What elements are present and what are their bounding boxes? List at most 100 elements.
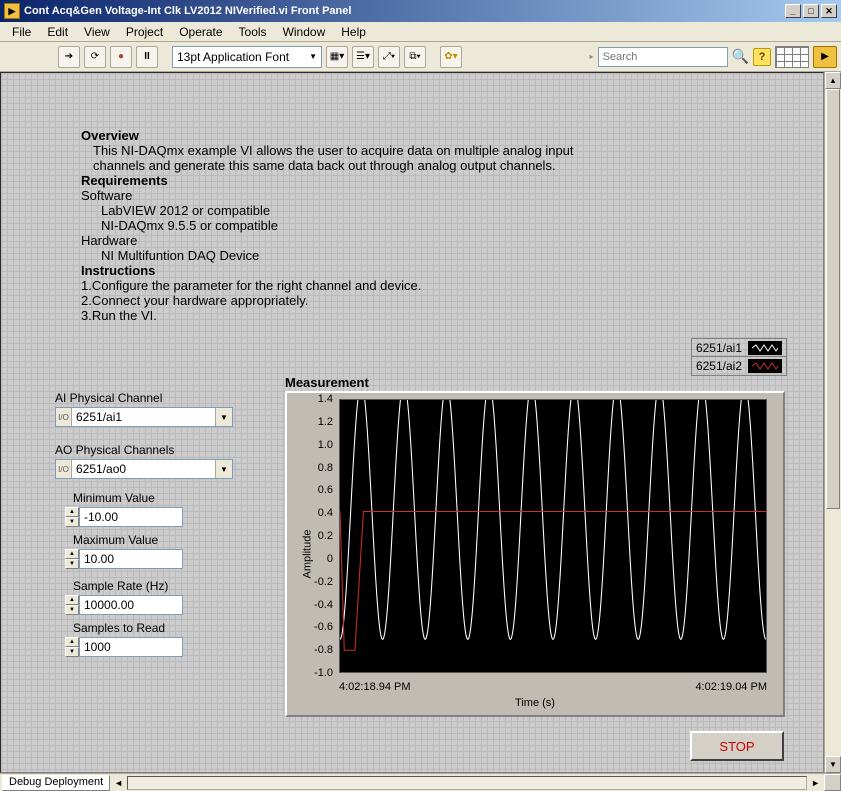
- distribute-button[interactable]: ☰▾: [352, 46, 374, 68]
- io-icon: I/O: [56, 460, 72, 478]
- instruction-3: 3.Run the VI.: [81, 308, 601, 323]
- overview-block: Overview This NI-DAQmx example VI allows…: [81, 128, 601, 323]
- run-continuous-button[interactable]: ⟳: [84, 46, 106, 68]
- sample-rate-label: Sample Rate (Hz): [73, 579, 168, 593]
- status-tab[interactable]: Debug Deployment: [2, 775, 110, 791]
- software-label: Software: [81, 188, 601, 203]
- align-button[interactable]: ▦▾: [326, 46, 348, 68]
- max-value-label: Maximum Value: [73, 533, 158, 547]
- settings-button[interactable]: ✿▾: [440, 46, 462, 68]
- lv-icon[interactable]: ▶: [813, 46, 837, 68]
- min-value-input[interactable]: ▲▼ -10.00: [65, 507, 183, 527]
- graph-yticks: 1.41.21.00.80.60.40.20-0.2-0.4-0.6-0.8-1…: [305, 399, 335, 673]
- ao-channel-label: AO Physical Channels: [55, 443, 174, 457]
- stop-button-label: STOP: [719, 739, 754, 754]
- graph-plot-area[interactable]: [339, 399, 767, 673]
- sample-rate-input[interactable]: ▲▼ 10000.00: [65, 595, 183, 615]
- chevron-down-icon[interactable]: ▼: [215, 460, 232, 478]
- menu-bar: File Edit View Project Operate Tools Win…: [0, 22, 841, 42]
- scroll-left-button[interactable]: ◄: [110, 778, 127, 788]
- font-selector-text: 13pt Application Font: [177, 50, 289, 64]
- min-value-field: -10.00: [79, 507, 183, 527]
- grid-palette-icon[interactable]: [775, 46, 809, 68]
- window-title: Cont Acq&Gen Voltage-Int Clk LV2012 NIVe…: [24, 5, 351, 17]
- ai-channel-label: AI Physical Channel: [55, 391, 162, 405]
- software-line-2: NI-DAQmx 9.5.5 or compatible: [81, 218, 601, 233]
- samples-read-label: Samples to Read: [73, 621, 165, 635]
- legend-item-2[interactable]: 6251/ai2: [692, 357, 786, 375]
- resize-grip[interactable]: [824, 774, 841, 791]
- horizontal-scrollbar[interactable]: [127, 776, 807, 790]
- menu-window[interactable]: Window: [275, 23, 334, 41]
- spinner[interactable]: ▲▼: [65, 507, 79, 527]
- samples-read-input[interactable]: ▲▼ 1000: [65, 637, 183, 657]
- legend-item-1-label: 6251/ai1: [696, 341, 742, 355]
- window-titlebar: ▶ Cont Acq&Gen Voltage-Int Clk LV2012 NI…: [0, 0, 841, 22]
- minimize-button[interactable]: _: [785, 4, 801, 18]
- menu-view[interactable]: View: [76, 23, 118, 41]
- menu-tools[interactable]: Tools: [231, 23, 275, 41]
- overview-text-1: This NI-DAQmx example VI allows the user…: [81, 143, 601, 158]
- status-bar: Debug Deployment ◄ ►: [0, 773, 841, 791]
- graph-title: Measurement: [285, 375, 785, 390]
- instruction-2: 2.Connect your hardware appropriately.: [81, 293, 601, 308]
- scroll-thumb[interactable]: [826, 89, 840, 509]
- menu-edit[interactable]: Edit: [39, 23, 76, 41]
- run-button[interactable]: ➔: [58, 46, 80, 68]
- search-icon[interactable]: 🔍: [732, 48, 749, 65]
- pause-button[interactable]: II: [136, 46, 158, 68]
- ai-channel-value: 6251/ai1: [72, 410, 215, 424]
- search-input[interactable]: [598, 47, 728, 67]
- app-icon: ▶: [4, 3, 20, 19]
- spinner[interactable]: ▲▼: [65, 549, 79, 569]
- samples-read-field: 1000: [79, 637, 183, 657]
- menu-help[interactable]: Help: [333, 23, 374, 41]
- software-line-1: LabVIEW 2012 or compatible: [81, 203, 601, 218]
- abort-button[interactable]: ●: [110, 46, 132, 68]
- hardware-label: Hardware: [81, 233, 601, 248]
- ai-channel-combo[interactable]: I/O 6251/ai1 ▼: [55, 407, 233, 427]
- overview-text-2: channels and generate this same data bac…: [81, 158, 601, 173]
- legend-item-2-label: 6251/ai2: [696, 359, 742, 373]
- graph-xend: 4:02:19.04 PM: [695, 681, 767, 693]
- close-button[interactable]: ✕: [821, 4, 837, 18]
- legend-item-1[interactable]: 6251/ai1: [692, 339, 786, 357]
- overview-heading: Overview: [81, 128, 601, 143]
- help-icon[interactable]: ?: [753, 48, 771, 66]
- font-selector[interactable]: 13pt Application Font ▼: [172, 46, 322, 68]
- spinner[interactable]: ▲▼: [65, 637, 79, 657]
- scroll-right-button[interactable]: ►: [807, 778, 824, 788]
- instruction-1: 1.Configure the parameter for the right …: [81, 278, 601, 293]
- max-value-field: 10.00: [79, 549, 183, 569]
- graph-panel: Amplitude 1.41.21.00.80.60.40.20-0.2-0.4…: [285, 391, 785, 717]
- max-value-input[interactable]: ▲▼ 10.00: [65, 549, 183, 569]
- legend-swatch-1: [748, 341, 782, 355]
- sample-rate-field: 10000.00: [79, 595, 183, 615]
- graph-xstart: 4:02:18.94 PM: [339, 681, 411, 693]
- vertical-scrollbar[interactable]: ▲ ▼: [824, 72, 841, 773]
- menu-file[interactable]: File: [4, 23, 39, 41]
- min-value-label: Minimum Value: [73, 491, 155, 505]
- reorder-button[interactable]: ⧉▾: [404, 46, 426, 68]
- plot-legend[interactable]: 6251/ai1 6251/ai2: [691, 338, 787, 376]
- maximize-button[interactable]: □: [803, 4, 819, 18]
- menu-project[interactable]: Project: [118, 23, 171, 41]
- menu-operate[interactable]: Operate: [171, 23, 230, 41]
- ao-channel-combo[interactable]: I/O 6251/ao0 ▼: [55, 459, 233, 479]
- status-tab-label: Debug Deployment: [9, 776, 103, 788]
- waveform-graph[interactable]: Measurement Amplitude 1.41.21.00.80.60.4…: [285, 375, 785, 717]
- chevron-down-icon[interactable]: ▼: [215, 408, 232, 426]
- spinner[interactable]: ▲▼: [65, 595, 79, 615]
- resize-button[interactable]: ⤢▾: [378, 46, 400, 68]
- front-panel-canvas: Overview This NI-DAQmx example VI allows…: [0, 72, 824, 773]
- hardware-line-1: NI Multifuntion DAQ Device: [81, 248, 601, 263]
- stop-button[interactable]: STOP: [690, 731, 784, 761]
- legend-swatch-2: [748, 359, 782, 373]
- instructions-heading: Instructions: [81, 263, 601, 278]
- scroll-down-button[interactable]: ▼: [825, 756, 841, 773]
- scroll-up-button[interactable]: ▲: [825, 72, 841, 89]
- ao-channel-value: 6251/ao0: [72, 462, 215, 476]
- io-icon: I/O: [56, 408, 72, 426]
- toolbar: ➔ ⟳ ● II 13pt Application Font ▼ ▦▾ ☰▾ ⤢…: [0, 42, 841, 72]
- requirements-heading: Requirements: [81, 173, 601, 188]
